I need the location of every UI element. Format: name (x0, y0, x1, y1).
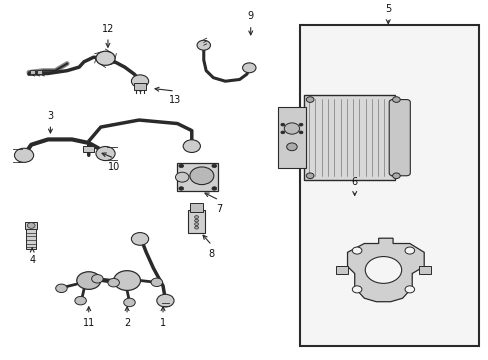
FancyBboxPatch shape (388, 100, 409, 176)
Bar (83, 146, 93, 153)
Circle shape (179, 187, 183, 190)
Text: 13: 13 (168, 95, 181, 105)
Circle shape (286, 143, 297, 151)
Circle shape (157, 294, 174, 307)
Circle shape (305, 97, 313, 102)
Circle shape (189, 167, 213, 185)
Circle shape (96, 147, 115, 161)
Circle shape (299, 123, 303, 126)
Circle shape (351, 247, 361, 254)
Circle shape (131, 233, 148, 245)
Circle shape (211, 187, 216, 190)
Circle shape (77, 272, 101, 289)
Circle shape (175, 172, 188, 182)
Circle shape (194, 226, 198, 229)
Bar (188, 210, 205, 233)
Text: 2: 2 (124, 318, 130, 328)
Circle shape (56, 284, 67, 293)
Circle shape (280, 131, 284, 134)
Circle shape (75, 296, 86, 305)
Circle shape (91, 275, 103, 283)
Bar (190, 203, 203, 212)
Text: 8: 8 (208, 249, 215, 259)
Bar (177, 163, 218, 191)
Bar (419, 266, 430, 274)
Circle shape (365, 257, 401, 283)
Polygon shape (347, 238, 424, 302)
Circle shape (27, 223, 35, 228)
Bar (26, 228, 36, 249)
Text: 7: 7 (216, 204, 222, 213)
Circle shape (179, 164, 183, 168)
Text: 5: 5 (385, 4, 390, 14)
Circle shape (113, 271, 140, 291)
Circle shape (194, 216, 198, 219)
Circle shape (123, 298, 135, 307)
Circle shape (96, 51, 115, 66)
Circle shape (15, 148, 34, 162)
Circle shape (392, 173, 399, 179)
Circle shape (404, 286, 414, 293)
Circle shape (351, 286, 361, 293)
Circle shape (194, 219, 198, 222)
Text: 11: 11 (82, 318, 95, 328)
Text: 4: 4 (29, 255, 35, 265)
Bar (304, 95, 395, 180)
Bar (25, 222, 38, 229)
Text: 12: 12 (102, 24, 114, 33)
Circle shape (299, 131, 303, 134)
Circle shape (151, 278, 162, 287)
Circle shape (211, 164, 216, 168)
Circle shape (284, 123, 299, 134)
Bar (134, 83, 145, 90)
Circle shape (242, 63, 256, 73)
Text: 3: 3 (47, 111, 53, 121)
Circle shape (404, 247, 414, 254)
Circle shape (131, 75, 148, 87)
Bar (38, 70, 42, 74)
Circle shape (183, 140, 200, 153)
Circle shape (108, 278, 119, 287)
Bar (30, 70, 35, 74)
Bar (299, 25, 478, 346)
Text: 1: 1 (160, 318, 166, 328)
Text: 6: 6 (351, 177, 357, 187)
Circle shape (392, 97, 399, 102)
Circle shape (197, 40, 210, 50)
Circle shape (194, 223, 198, 225)
Bar (278, 107, 305, 168)
Text: 9: 9 (247, 11, 253, 21)
Circle shape (280, 123, 284, 126)
Circle shape (305, 173, 313, 179)
Text: 10: 10 (108, 162, 120, 172)
Bar (335, 266, 347, 274)
